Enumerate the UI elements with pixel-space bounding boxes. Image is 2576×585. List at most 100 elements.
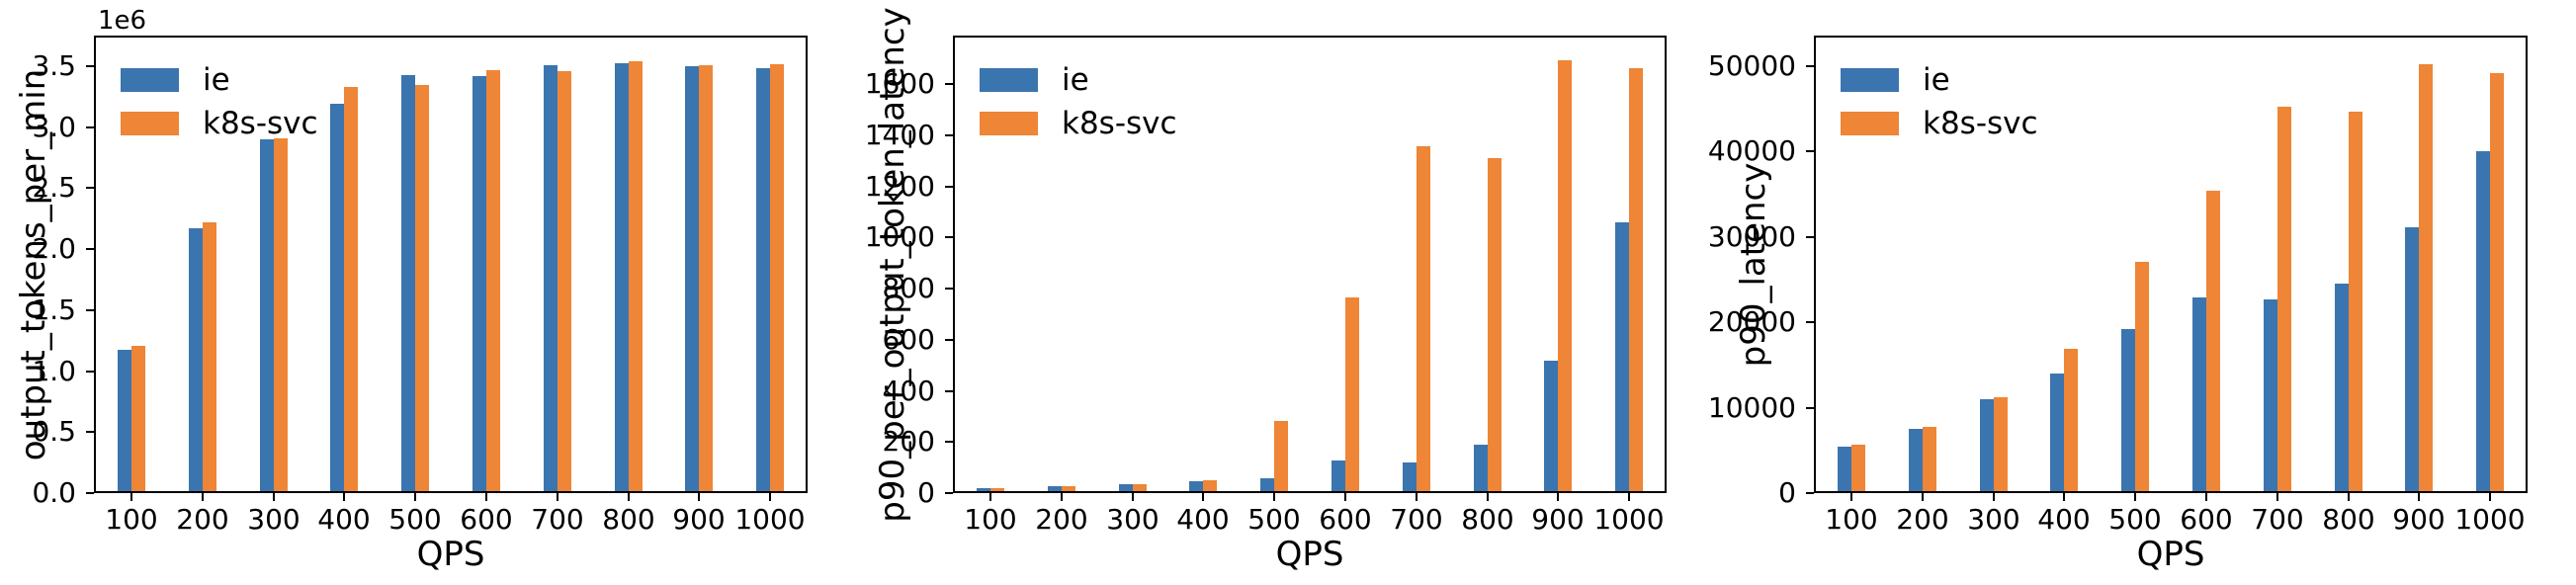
legend-entry: ie (121, 63, 318, 97)
bar-k8s-svc (770, 64, 784, 491)
y-tick-label: 0 (1778, 476, 1796, 509)
bar-k8s-svc (1274, 421, 1288, 491)
y-tick-mark (1806, 150, 1814, 152)
y-tick-label: 1200 (864, 170, 935, 203)
bar-k8s-svc (131, 346, 145, 491)
bar-k8s-svc (1062, 486, 1075, 491)
bar-ie (472, 76, 486, 491)
x-tick-mark (1850, 493, 1852, 501)
x-tick-label: 900 (1531, 503, 1585, 536)
y-tick-label: 3.5 (32, 49, 76, 82)
y-tick-mark (86, 65, 94, 67)
y-tick-mark (945, 339, 953, 341)
legend-entry: ie (1841, 63, 2038, 97)
bar-k8s-svc (274, 138, 288, 491)
x-tick-mark (2134, 493, 2136, 501)
x-tick-mark (1487, 493, 1489, 501)
x-tick-mark (2205, 493, 2207, 501)
legend: ie k8s-svc (121, 63, 318, 150)
y-tick-mark (945, 236, 953, 238)
x-tick-mark (1273, 493, 1275, 501)
y-tick-mark (1806, 65, 1814, 67)
x-tick-mark (1922, 493, 1924, 501)
y-tick-mark (86, 187, 94, 189)
legend-entry: k8s-svc (1841, 107, 2038, 140)
bar-k8s-svc (1994, 397, 2008, 491)
bar-k8s-svc (2419, 64, 2433, 491)
x-tick-mark (1628, 493, 1630, 501)
x-tick-label: 1000 (2454, 503, 2526, 536)
bar-k8s-svc (629, 61, 643, 491)
x-tick-mark (2348, 493, 2350, 501)
x-tick-mark (130, 493, 132, 501)
y-tick-mark (86, 431, 94, 433)
x-tick-mark (485, 493, 487, 501)
y-tick-label: 10000 (1707, 391, 1796, 424)
x-tick-mark (2418, 493, 2420, 501)
x-axis-label: QPS (1275, 535, 1344, 574)
y-tick-label: 1400 (864, 119, 935, 151)
y-tick-label: 1.5 (32, 293, 76, 326)
y-tick-mark (86, 248, 94, 250)
bar-k8s-svc (2135, 262, 2149, 491)
y-tick-label: 2.5 (32, 171, 76, 204)
x-tick-mark (273, 493, 275, 501)
bar-k8s-svc (1851, 445, 1865, 491)
x-tick-label: 600 (2180, 503, 2233, 536)
legend: ie k8s-svc (980, 63, 1177, 150)
axes (953, 36, 1667, 493)
bar-ie (118, 350, 131, 491)
x-tick-mark (557, 493, 558, 501)
y-tick-mark (945, 83, 953, 85)
bar-k8s-svc (415, 85, 429, 491)
bar-k8s-svc (1629, 68, 1643, 491)
bar-ie (1909, 429, 1923, 491)
x-axis-label: QPS (416, 535, 485, 574)
x-tick-label: 500 (388, 503, 442, 536)
bar-ie (1980, 399, 1994, 491)
y-tick-label: 2.0 (32, 232, 76, 265)
y-tick-label: 400 (882, 375, 935, 407)
y-tick-mark (86, 492, 94, 494)
x-tick-mark (628, 493, 630, 501)
x-tick-label: 100 (1825, 503, 1878, 536)
bar-ie (1260, 478, 1274, 491)
x-tick-label: 400 (2037, 503, 2091, 536)
bar-ie (1838, 447, 1851, 491)
x-tick-mark (1344, 493, 1346, 501)
bar-ie (1544, 361, 1558, 491)
y-tick-label: 600 (882, 323, 935, 356)
bar-ie (2264, 299, 2277, 491)
legend-label: ie (203, 62, 230, 98)
bar-k8s-svc (1558, 60, 1572, 491)
bar-ie (260, 139, 274, 491)
bar-ie (615, 63, 629, 491)
x-tick-label: 900 (2392, 503, 2446, 536)
legend-label: k8s-svc (1062, 106, 1177, 141)
x-tick-label: 300 (1106, 503, 1159, 536)
x-tick-mark (1202, 493, 1204, 501)
x-tick-label: 1000 (1593, 503, 1665, 536)
legend-entry: ie (980, 63, 1177, 97)
y-tick-label: 0.0 (32, 476, 76, 509)
y-tick-label: 20000 (1707, 305, 1796, 338)
x-tick-label: 900 (672, 503, 726, 536)
x-tick-mark (343, 493, 345, 501)
bar-ie (401, 75, 415, 491)
bar-k8s-svc (558, 71, 571, 491)
x-tick-label: 100 (964, 503, 1017, 536)
y-tick-mark (86, 309, 94, 311)
y-tick-label: 50000 (1707, 49, 1796, 82)
y-tick-mark (1806, 321, 1814, 323)
bar-k8s-svc (1345, 297, 1359, 491)
bar-ie (2405, 227, 2419, 491)
x-tick-label: 800 (1461, 503, 1514, 536)
y-tick-label: 40000 (1707, 134, 1796, 167)
x-tick-label: 100 (105, 503, 158, 536)
legend-label: ie (1062, 62, 1089, 98)
legend-entry: k8s-svc (121, 107, 318, 140)
bar-k8s-svc (2490, 73, 2504, 491)
x-tick-mark (202, 493, 204, 501)
bar-k8s-svc (699, 65, 713, 491)
bar-k8s-svc (990, 488, 1004, 491)
